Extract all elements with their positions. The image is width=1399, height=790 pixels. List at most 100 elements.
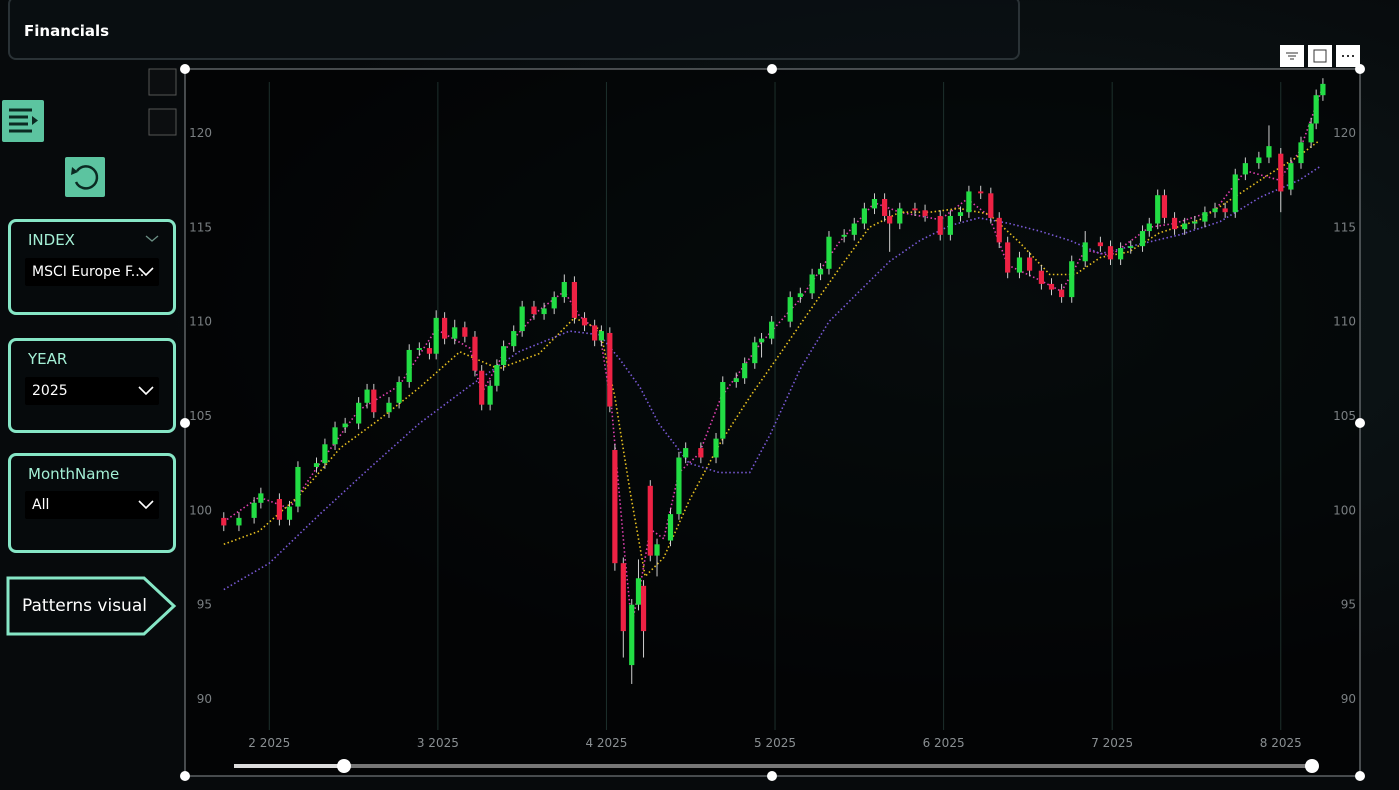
candle-body (1308, 123, 1314, 143)
plot-area: 2 2025 3 2025 4 2025 5 2025 6 2025 7 2025 8 20… (189, 78, 1356, 750)
candle-body (1182, 223, 1188, 230)
filter-glyph (1286, 52, 1298, 60)
candle-body (571, 282, 578, 318)
y-tick-label-right: 115 (1333, 220, 1356, 234)
candle-body (276, 499, 283, 520)
arrow-shape (6, 576, 177, 636)
candle-body (295, 466, 301, 507)
candle-body (720, 382, 726, 439)
candle-body (1320, 83, 1326, 96)
y-tick-label-right: 95 (1341, 598, 1356, 612)
candle-body (607, 332, 613, 407)
candle-body (541, 308, 547, 315)
x-tick-label: 7 2025 (1091, 736, 1133, 750)
dropdown[interactable]: 2025 (25, 377, 159, 405)
y-tick-label: 95 (197, 598, 212, 612)
dropdown[interactable]: All (25, 491, 159, 519)
candle-body (1082, 242, 1088, 262)
menu-button[interactable] (2, 100, 44, 142)
candle-body (635, 578, 642, 605)
candle-body (676, 457, 682, 515)
candle-body (861, 208, 867, 224)
index-filter: INDEX MSCI Europe F... (8, 219, 176, 315)
candle-body (713, 438, 719, 458)
candle-body (1278, 153, 1284, 192)
candle-body (612, 449, 618, 564)
candle-body (342, 423, 348, 428)
resize-handles (180, 64, 1365, 781)
x-tick-label: 5 2025 (754, 736, 796, 750)
candle-body (519, 306, 525, 332)
chevron (145, 235, 159, 242)
candle-body (487, 385, 493, 405)
dropdown-value: MSCI Europe F... (32, 264, 145, 280)
candle-body (251, 502, 257, 518)
candle-body (501, 346, 507, 366)
candle-body (758, 338, 765, 343)
dropdown-value: 2025 (32, 383, 68, 399)
candle-body (912, 208, 918, 211)
candle-body (1097, 242, 1103, 247)
candle-body (221, 517, 227, 526)
visual-frame (184, 68, 1361, 777)
candle-body (1288, 163, 1294, 190)
candle-body (1313, 95, 1319, 124)
candle-body (947, 215, 953, 235)
candle-body (988, 193, 994, 218)
candle-body (769, 321, 775, 339)
candle-body (1038, 270, 1044, 284)
candle-body (598, 331, 604, 341)
reset-button[interactable] (65, 157, 105, 197)
candle-body (797, 293, 803, 298)
candle-body (1139, 231, 1146, 247)
chevron (138, 267, 154, 277)
moving-average-line (223, 139, 1320, 579)
candle-body (667, 514, 674, 541)
page-title: Financials (24, 22, 110, 40)
candle-body (1202, 212, 1208, 222)
y-tick-label: 105 (189, 409, 212, 423)
candle-body (922, 210, 928, 216)
candle-body (258, 493, 264, 503)
candle-body (416, 348, 422, 350)
filter-label: MonthName (28, 465, 120, 483)
tool-icon[interactable] (148, 108, 177, 136)
candle-body (1171, 217, 1178, 230)
zoom-slider[interactable] (234, 759, 1319, 773)
button-label: Patterns visual (22, 596, 147, 616)
filter-label: INDEX (28, 231, 75, 249)
candle-body (1016, 257, 1023, 273)
candle-body (322, 444, 328, 464)
focus-icon[interactable] (1308, 45, 1332, 67)
tool-icon[interactable] (148, 68, 177, 96)
dropdown[interactable]: MSCI Europe F... (25, 258, 159, 286)
candle-body (462, 327, 468, 337)
candle-body (286, 506, 293, 520)
candle-body (1128, 246, 1134, 249)
candle-body (1026, 257, 1033, 271)
candle-body (1161, 195, 1168, 218)
candle-body (640, 585, 647, 632)
candle-body (683, 448, 689, 458)
candle-body (592, 325, 598, 341)
y-tick-label-right: 110 (1333, 315, 1356, 329)
candle-body (371, 389, 377, 413)
x-tick-label: 2 2025 (248, 736, 290, 750)
y-tick-label: 100 (189, 503, 212, 517)
candle-body (1107, 246, 1114, 260)
y-tick-label-right: 90 (1341, 692, 1356, 706)
visual-header-icons (1280, 45, 1360, 67)
candle-body (479, 370, 485, 405)
candle-body (1242, 163, 1248, 175)
x-tick-label: 8 2025 (1260, 736, 1302, 750)
candle-body (1069, 261, 1075, 298)
candle-body (332, 427, 338, 445)
candle-body (787, 297, 793, 322)
chevron (138, 386, 154, 396)
candle-body (742, 363, 748, 379)
x-tick-label: 4 2025 (585, 736, 627, 750)
focus-glyph (1313, 49, 1327, 63)
x-tick-label: 3 2025 (417, 736, 459, 750)
patterns-button[interactable]: Patterns visual (6, 576, 178, 640)
